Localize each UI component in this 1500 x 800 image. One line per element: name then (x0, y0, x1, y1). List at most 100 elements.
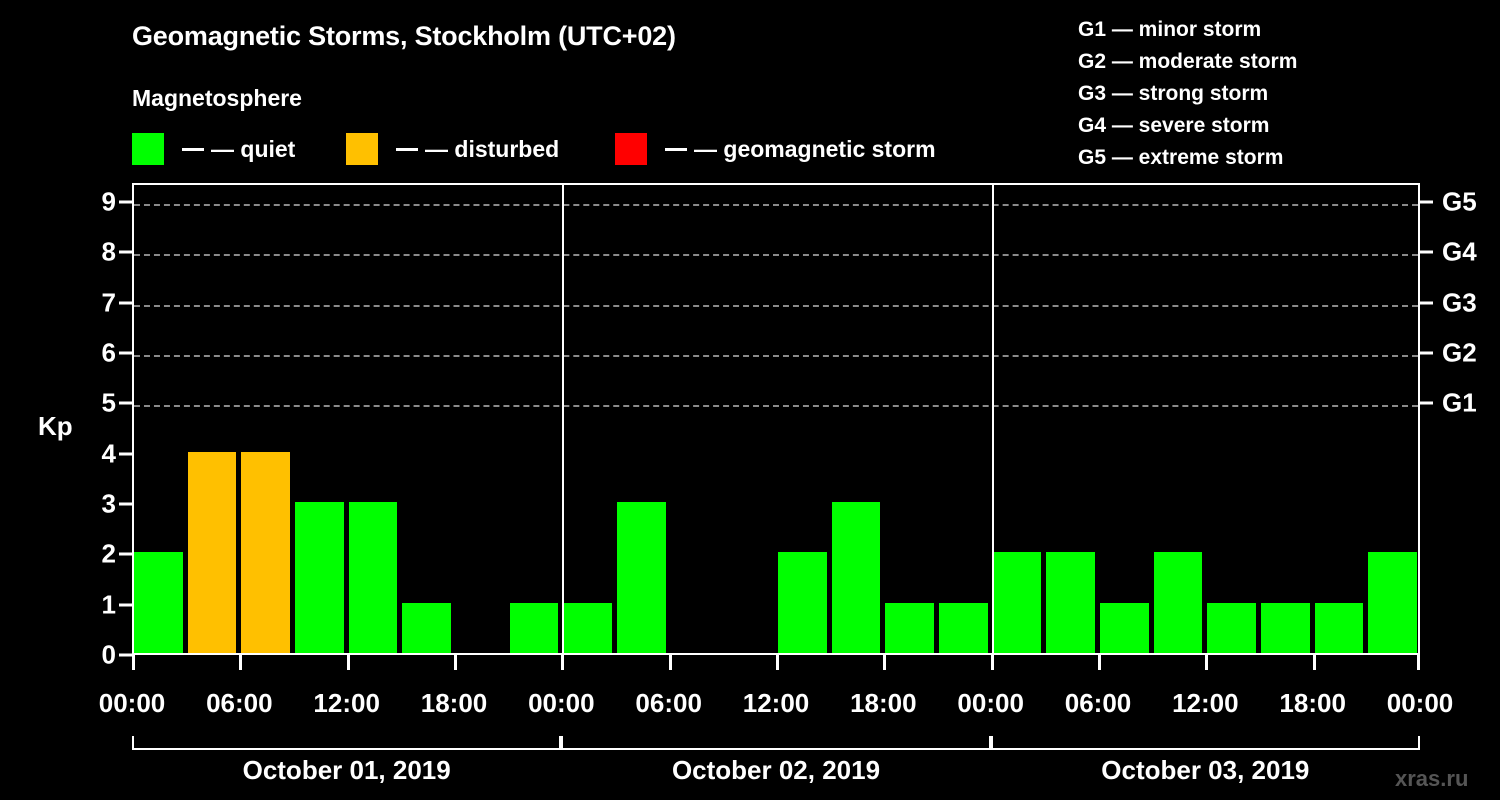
x-tick-label-4: 00:00 (528, 688, 595, 718)
x-tick-mark-6 (776, 655, 779, 670)
x-tick-label-5: 06:00 (635, 688, 702, 718)
x-tick-mark-5 (668, 655, 672, 670)
date-bracket-1 (132, 736, 562, 750)
date-label-2: October 02, 2019 (671, 755, 881, 785)
page-title: Geomagnetic Storms, Stockholm (UTC+02) (132, 21, 676, 51)
g-tick-mark-g5 (1420, 200, 1433, 204)
y-tick-label-1: 1 (101, 589, 116, 620)
g-tick-mark-g1 (1420, 401, 1433, 405)
x-tick-label-6: 12:00 (742, 688, 810, 718)
bar (1368, 552, 1417, 653)
y-tick-mark-4 (119, 452, 132, 456)
bar (1261, 602, 1310, 653)
y-tick-mark-8 (119, 250, 132, 254)
gridline-kp-9 (134, 204, 1418, 206)
date-bracket-3 (990, 736, 1420, 750)
bar (563, 602, 612, 653)
x-tick-label-1: 06:00 (206, 688, 273, 718)
bar (1100, 602, 1149, 653)
g-scale-legend: G1 — minor storm G2 — moderate storm G3 … (1078, 14, 1297, 174)
bar (885, 602, 934, 653)
y-tick-label-5: 5 (101, 387, 116, 418)
legend-label-storm: — geomagnetic storm (694, 135, 936, 162)
gridline-kp-7 (134, 304, 1418, 307)
y-tick-mark-2 (119, 552, 132, 556)
x-tick-label-10: 12:00 (1172, 688, 1239, 718)
bar (939, 602, 988, 653)
y-tick-label-6: 6 (101, 337, 116, 368)
date-bracket-2 (561, 736, 991, 750)
legend-dash-icon (396, 147, 418, 151)
y-tick-mark-0 (119, 653, 132, 657)
bar (509, 602, 559, 653)
y-axis-title: Kp (38, 411, 73, 441)
bar (992, 552, 1042, 653)
legend-label-disturbed: — disturbed (425, 135, 560, 162)
y-tick-label-2: 2 (101, 538, 116, 569)
x-tick-mark-1 (239, 655, 243, 670)
y-tick-label-8: 8 (101, 236, 116, 267)
quiet-swatch (132, 133, 164, 165)
y-tick-label-7: 7 (101, 287, 116, 318)
g-tick-label-g5: G5 (1442, 186, 1477, 217)
bar (295, 502, 344, 653)
x-tick-mark-7 (883, 655, 887, 670)
bar (1207, 602, 1256, 653)
x-tick-mark-11 (1312, 655, 1316, 670)
y-tick-label-0: 0 (101, 639, 116, 670)
bar (617, 502, 666, 653)
g-legend-row-g3: G3 — strong storm (1078, 82, 1269, 105)
gridline-kp-5 (134, 405, 1418, 408)
legend-item-storm: — geomagnetic storm (615, 133, 936, 165)
g-tick-mark-g3 (1420, 301, 1433, 305)
bar (778, 552, 827, 653)
y-tick-mark-5 (119, 401, 132, 405)
g-tick-label-g4: G4 (1442, 236, 1477, 267)
gridline-kp-8 (134, 254, 1418, 257)
x-tick-label-11: 18:00 (1279, 688, 1346, 718)
y-tick-label-3: 3 (101, 488, 116, 519)
disturbed-swatch (346, 133, 378, 165)
x-tick-mark-3 (454, 655, 457, 670)
y-tick-mark-9 (119, 200, 132, 204)
x-tick-mark-10 (1205, 655, 1209, 670)
g-legend-row-g5: G5 — extreme storm (1078, 146, 1284, 169)
day-divider (562, 185, 565, 653)
bar (1314, 602, 1364, 653)
plot-area (132, 183, 1420, 655)
watermark: xras.ru (1395, 766, 1469, 791)
x-tick-mark-2 (346, 655, 350, 670)
g-legend-row-g2: G2 — moderate storm (1078, 50, 1298, 73)
x-tick-label-3: 18:00 (420, 688, 488, 718)
g-tick-mark-g4 (1420, 250, 1433, 254)
x-tick-mark-8 (990, 655, 994, 670)
storm-swatch (615, 133, 647, 165)
x-tick-label-2: 12:00 (313, 688, 380, 718)
g-tick-label-g2: G2 (1442, 337, 1477, 368)
x-tick-mark-0 (132, 655, 135, 670)
x-tick-label-12: 00:00 (1386, 688, 1454, 718)
y-tick-mark-6 (119, 351, 132, 355)
g-tick-mark-g2 (1420, 351, 1433, 355)
legend-item-quiet: — quiet (132, 133, 295, 165)
gridline-kp-6 (134, 355, 1418, 357)
x-tick-mark-4 (561, 655, 565, 670)
date-label-1: October 01, 2019 (242, 755, 451, 785)
bar (402, 602, 451, 653)
bar (241, 451, 290, 653)
y-tick-mark-7 (119, 301, 132, 305)
day-divider (991, 185, 994, 653)
plot-inner (134, 185, 1418, 653)
date-label-3: October 03, 2019 (1101, 755, 1310, 785)
y-tick-mark-1 (119, 603, 132, 607)
legend-dash-icon (665, 147, 687, 151)
legend-item-disturbed: — disturbed (346, 133, 559, 165)
g-legend-row-g4: G4 — severe storm (1078, 114, 1270, 137)
bar (831, 502, 881, 653)
legend-label-quiet: — quiet (211, 135, 296, 162)
bar (134, 552, 183, 653)
x-tick-label-9: 06:00 (1064, 688, 1132, 718)
bar (1153, 552, 1203, 653)
bar (187, 451, 237, 653)
bar (348, 502, 398, 653)
